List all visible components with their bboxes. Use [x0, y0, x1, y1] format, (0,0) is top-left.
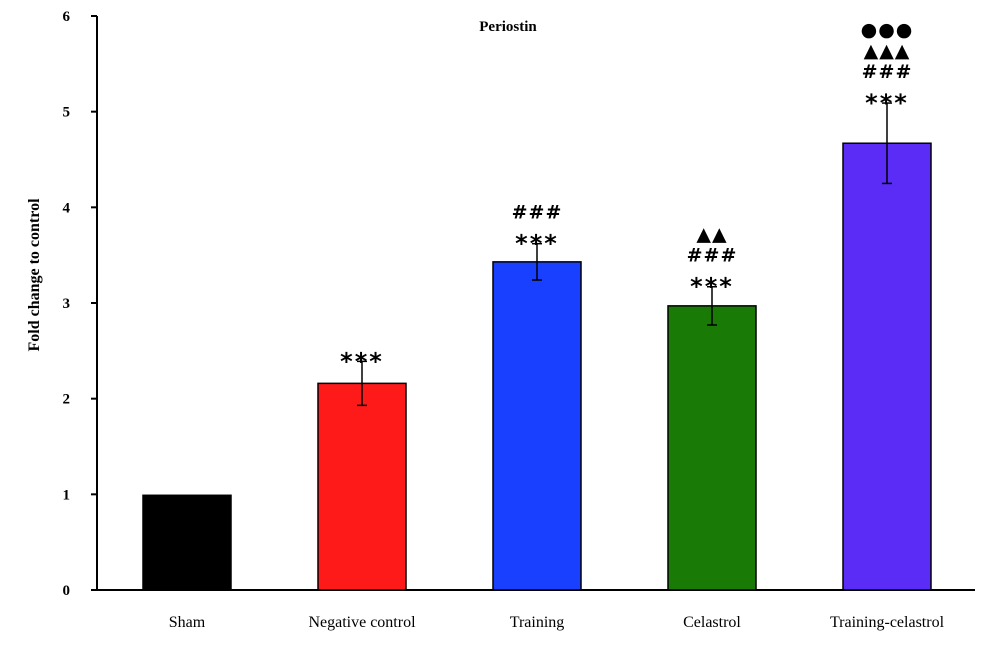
significance-marker: ▲▲: [696, 224, 727, 246]
category-label: Sham: [169, 614, 206, 631]
error-bars: [357, 102, 892, 407]
chart-title: Periostin: [479, 19, 537, 35]
significance-marker: ***: [515, 230, 559, 258]
category-label: Training-celastrol: [830, 614, 945, 631]
bar: [142, 494, 232, 591]
significance-marker: ▲▲▲: [864, 40, 911, 62]
bar: [842, 142, 932, 591]
significance-marker: ***: [865, 89, 909, 117]
significance-marker: ●●●: [861, 19, 914, 41]
axes: 0 1 2 3 4 5 6: [63, 9, 975, 599]
y-tick-label: 5: [63, 105, 71, 121]
category-label: Celastrol: [683, 614, 741, 631]
category-labels: Sham Negative control Training Celastrol Tra…: [169, 614, 945, 631]
y-tick-label: 4: [63, 200, 71, 216]
y-tick-label: 3: [63, 296, 71, 312]
bar: [667, 305, 757, 591]
y-axis-label: Fold change to control: [26, 198, 43, 352]
bar: [492, 261, 582, 591]
bars: [142, 142, 932, 591]
y-tick-label: 2: [63, 392, 71, 408]
significance-marker: ###: [862, 61, 913, 83]
y-tick-label: 1: [63, 487, 71, 503]
category-label: Training: [510, 614, 565, 631]
category-label: Negative control: [308, 614, 416, 631]
bar: [317, 382, 407, 591]
significance-marker: ###: [512, 202, 563, 224]
y-tick-label: 6: [63, 9, 71, 25]
significance-marker: ***: [690, 273, 734, 301]
significance-markers: ******###***###▲▲***###▲▲▲●●●: [340, 19, 914, 375]
significance-marker: ###: [687, 245, 738, 267]
significance-marker: ***: [340, 347, 384, 375]
y-tick-label: 0: [63, 583, 71, 599]
